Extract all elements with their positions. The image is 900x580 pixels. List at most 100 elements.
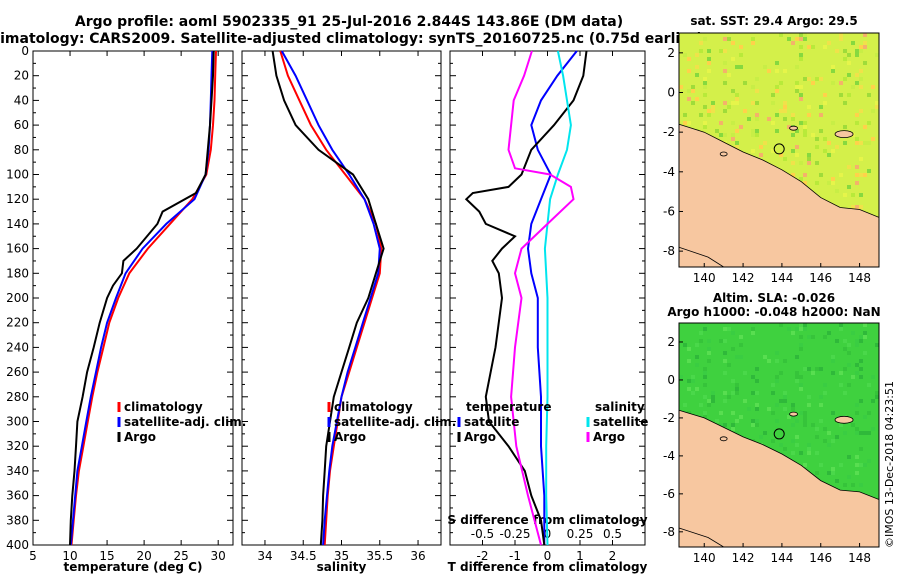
map-pixel — [831, 355, 835, 359]
map-pixel — [859, 447, 863, 451]
map-pixel — [699, 339, 703, 343]
map-pixel — [799, 375, 803, 379]
map-pixel — [687, 97, 691, 101]
map-pixel — [767, 407, 771, 411]
map-pixel — [703, 411, 707, 415]
map-pixel — [687, 379, 691, 383]
map-pixel — [751, 149, 755, 153]
map-pixel — [875, 53, 879, 57]
map-pixel — [875, 101, 879, 105]
map-pixel — [707, 69, 711, 73]
map-pixel — [803, 181, 807, 185]
map-pixel — [867, 459, 871, 463]
map-pixel — [815, 435, 819, 439]
map-pixel — [755, 101, 759, 105]
map-pixel — [807, 113, 811, 117]
map-pixel — [715, 419, 719, 423]
map-pixel — [843, 339, 847, 343]
map-pixel — [775, 85, 779, 89]
map-pixel — [851, 375, 855, 379]
map-pixel — [799, 327, 803, 331]
map-pixel — [859, 483, 863, 487]
map-pixel — [751, 37, 755, 41]
map-pixel — [851, 41, 855, 45]
map-pixel — [691, 89, 695, 93]
map-pixel — [851, 193, 855, 197]
x-tick-label: 15 — [99, 549, 114, 563]
map-pixel — [815, 427, 819, 431]
map-pixel — [751, 101, 755, 105]
map-pixel — [823, 149, 827, 153]
map-pixel — [723, 339, 727, 343]
map-pixel — [775, 403, 779, 407]
map-pixel — [739, 125, 743, 129]
map-pixel — [791, 415, 795, 419]
map-pixel — [847, 93, 851, 97]
y-tick-label: 300 — [6, 415, 29, 429]
map-pixel — [707, 399, 711, 403]
map-pixel — [823, 137, 827, 141]
map-pixel — [791, 451, 795, 455]
map-pixel — [819, 129, 823, 133]
map-pixel — [711, 395, 715, 399]
map-pixel — [695, 363, 699, 367]
map-pixel — [779, 371, 783, 375]
map-pixel — [775, 359, 779, 363]
map-pixel — [703, 121, 707, 125]
map-pixel — [755, 379, 759, 383]
map-pixel — [851, 85, 855, 89]
map-pixel — [783, 105, 787, 109]
map-pixel — [703, 327, 707, 331]
map-pixel — [795, 65, 799, 69]
map-pixel — [799, 97, 803, 101]
map-pixel — [855, 53, 859, 57]
map-pixel — [819, 77, 823, 81]
map-y-tick-label: -2 — [663, 125, 675, 139]
map-pixel — [859, 431, 863, 435]
map-pixel — [863, 141, 867, 145]
map-pixel — [831, 411, 835, 415]
map-pixel — [763, 141, 767, 145]
map-pixel — [859, 45, 863, 49]
map-pixel — [727, 327, 731, 331]
map-pixel — [795, 145, 799, 149]
map-pixel — [859, 109, 863, 113]
map-pixel — [791, 41, 795, 45]
map-pixel — [703, 85, 707, 89]
map-pixel — [703, 383, 707, 387]
map-pixel — [735, 101, 739, 105]
y-tick-label: 120 — [6, 192, 29, 206]
y-tick-label: 160 — [6, 242, 29, 256]
map-pixel — [699, 49, 703, 53]
map-pixel — [751, 327, 755, 331]
map-pixel — [783, 407, 787, 411]
map-pixel — [815, 77, 819, 81]
map-pixel — [859, 335, 863, 339]
map-pixel — [739, 335, 743, 339]
map-pixel — [795, 37, 799, 41]
map-pixel — [795, 375, 799, 379]
y-tick-label: 380 — [6, 513, 29, 527]
map-pixel — [699, 331, 703, 335]
map-pixel — [755, 419, 759, 423]
map-pixel — [855, 137, 859, 141]
map-pixel — [791, 439, 795, 443]
map-pixel — [723, 327, 727, 331]
map-pixel — [787, 415, 791, 419]
map-pixel — [859, 359, 863, 363]
map-pixel — [707, 403, 711, 407]
map-y-tick-label: -8 — [663, 525, 675, 539]
map-pixel — [763, 355, 767, 359]
map-pixel — [723, 69, 727, 73]
map-pixel — [807, 161, 811, 165]
map-pixel — [783, 101, 787, 105]
map-pixel — [771, 93, 775, 97]
map-pixel — [815, 161, 819, 165]
map-pixel — [799, 33, 803, 37]
map-title: sat. SST: 29.4 Argo: 29.5 — [690, 14, 857, 28]
difference-series-S Argo — [507, 50, 575, 546]
map-pixel — [799, 383, 803, 387]
map-pixel — [731, 41, 735, 45]
x-tick-label: 36 — [410, 549, 425, 563]
y-tick-label: 80 — [14, 143, 29, 157]
